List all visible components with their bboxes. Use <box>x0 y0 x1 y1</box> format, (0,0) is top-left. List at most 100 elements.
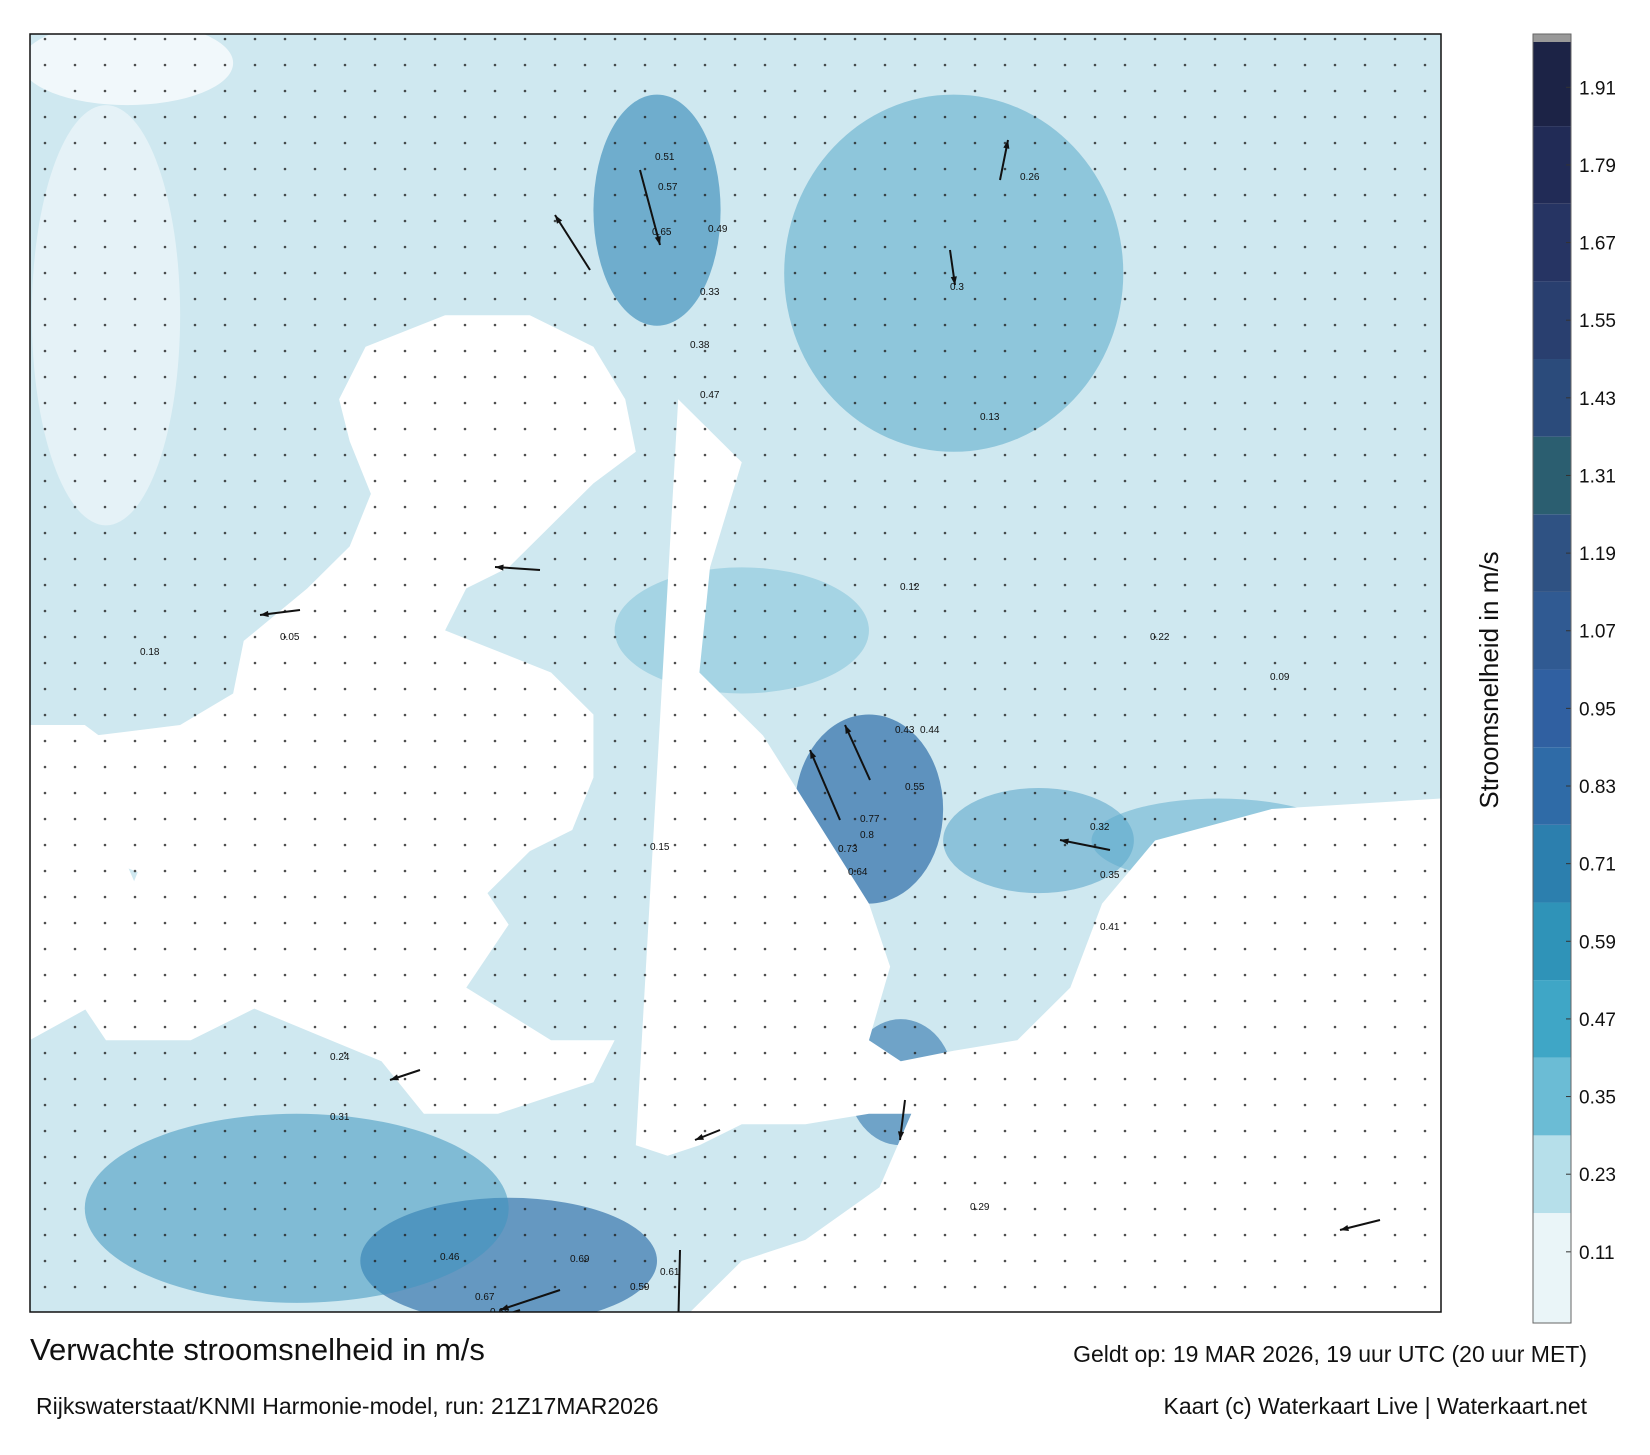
colorbar-band <box>1533 281 1571 360</box>
current-arrows <box>259 139 1381 1335</box>
colorbar: 0.11 0.23 0.35 0.47 0.59 0.71 0.83 0.95 1.07 1.19… <box>1532 33 1616 1324</box>
speed-label: 0.49 <box>708 224 728 235</box>
speed-label: 0.09 <box>1270 672 1290 683</box>
arrow-head <box>654 236 661 245</box>
speed-label: 0.77 <box>860 814 880 825</box>
current-arrow <box>1059 839 1111 851</box>
current-grid <box>30 34 1441 1312</box>
speed-label: 0.32 <box>1090 822 1110 833</box>
colorbar-band <box>1533 436 1571 515</box>
speed-label: 0.31 <box>330 1112 350 1123</box>
speed-label: 0.43 <box>895 725 915 736</box>
speed-label: 0.65 <box>652 227 672 238</box>
speed-label: 0.12 <box>900 582 920 593</box>
speed-label: 0.55 <box>905 782 925 793</box>
credit: Kaart (c) Waterkaart Live | Waterkaart.n… <box>1163 1393 1587 1419</box>
arrow-head <box>897 1131 905 1140</box>
colorbar-band <box>1533 1135 1571 1214</box>
speed-label: 0.38 <box>690 340 710 351</box>
colorbar-band <box>1533 42 1571 127</box>
arrow-head <box>675 1326 681 1335</box>
speed-label: 0.05 <box>280 632 300 643</box>
speed-label: 0.73 <box>838 844 858 855</box>
speed-label: 0.59 <box>630 1282 650 1293</box>
arrow-head <box>845 725 852 734</box>
colorbar-frame <box>1532 33 1572 1324</box>
speed-label: 0.3 <box>950 282 964 293</box>
speed-label: 0.15 <box>650 842 670 853</box>
speed-label: 0.67 <box>475 1292 495 1303</box>
valid-time: Geldt op: 19 MAR 2026, 19 uur UTC (20 uu… <box>1073 1341 1587 1367</box>
speed-label: 0.51 <box>655 152 675 163</box>
speed-label: 0.22 <box>1150 632 1170 643</box>
current-arrow <box>809 749 841 821</box>
colorbar-tick-label: 1.19 <box>1579 544 1616 565</box>
colorbar-tick-label: 0.47 <box>1579 1010 1616 1031</box>
colorbar-tick-label: 0.71 <box>1579 855 1616 876</box>
speed-label: 0.64 <box>848 867 868 878</box>
speed-label: 0.47 <box>700 390 720 401</box>
arrow-head <box>810 750 817 759</box>
speed-label: 0.26 <box>1020 172 1040 183</box>
colorbar-tick-label: 0.59 <box>1579 932 1616 953</box>
speed-label: 0.68 <box>490 1307 510 1318</box>
current-arrow <box>677 1249 681 1312</box>
speed-label: 0.41 <box>1100 922 1120 933</box>
arrow-head <box>1340 1224 1349 1231</box>
colorbar-band <box>1533 126 1571 204</box>
current-arrow <box>639 169 661 246</box>
colorbar-band <box>1533 203 1571 282</box>
arrow-head <box>495 564 504 571</box>
speed-labels: 0.57 0.65 0.51 0.49 0.47 0.38 0.33 0.3 0.26 0.77 0… <box>140 152 1290 1318</box>
speed-label: 0.8 <box>860 830 874 841</box>
map-frame <box>29 33 1442 1313</box>
colorbar-tick-label: 0.11 <box>1579 1243 1615 1264</box>
speed-label: 0.46 <box>440 1252 460 1263</box>
colorbar-band <box>1533 591 1571 670</box>
speed-label: 0.61 <box>660 1267 680 1278</box>
colorbar-tick-label: 1.43 <box>1579 389 1616 410</box>
speed-label: 0.69 <box>570 1254 590 1265</box>
colorbar-tick-label: 0.35 <box>1579 1088 1616 1109</box>
arrow-head <box>950 276 957 285</box>
speed-label: 0.13 <box>980 412 1000 423</box>
colorbar-band <box>1533 669 1571 748</box>
arrow-head <box>260 610 269 618</box>
arrow-head <box>1060 838 1069 845</box>
colorbar-band <box>1533 514 1571 592</box>
colorbar-tick-label: 1.31 <box>1579 466 1616 487</box>
speed-label: 0.24 <box>330 1052 350 1063</box>
colorbar-band <box>1533 747 1571 825</box>
current-arrow <box>844 724 871 781</box>
current-arrow <box>554 214 591 271</box>
speed-label: 0.44 <box>920 725 940 736</box>
colorbar-tick-label: 0.83 <box>1579 777 1616 798</box>
colorbar-tick-label: 1.55 <box>1579 311 1616 332</box>
current-arrow <box>499 1289 561 1311</box>
arrow-head <box>500 1304 509 1311</box>
colorbar-tick-label: 0.23 <box>1579 1165 1616 1186</box>
arrow-head <box>475 1319 484 1325</box>
speed-label: 0.33 <box>700 287 720 298</box>
title: Verwachte stroomsnelheid in m/s <box>30 1332 485 1367</box>
colorbar-label: Stroomsnelheid in m/s <box>1474 551 1504 808</box>
arrow-head <box>390 1074 399 1081</box>
colorbar-band <box>1533 359 1571 437</box>
colorbar-tick-label: 1.91 <box>1579 78 1616 99</box>
subtitle: Rijkswaterstaat/KNMI Harmonie-model, run… <box>36 1393 659 1419</box>
arrow-head <box>1003 140 1010 149</box>
colorbar-tick-label: 1.79 <box>1579 156 1616 177</box>
speed-label: 0.57 <box>658 182 678 193</box>
colorbar-band <box>1533 1213 1571 1323</box>
colorbar-tick-label: 1.07 <box>1579 622 1616 643</box>
arrow-head <box>555 215 563 224</box>
colorbar-tick-label: 1.67 <box>1579 234 1616 255</box>
colorbar-band <box>1533 824 1571 903</box>
map: 0.57 0.65 0.51 0.49 0.47 0.38 0.33 0.3 0.26 0.77 0… <box>30 34 1441 1335</box>
colorbar-band <box>1533 902 1571 981</box>
colorbar-cap <box>1533 34 1571 42</box>
speed-label: 0.18 <box>140 647 160 658</box>
speed-label: 0.29 <box>970 1202 990 1213</box>
colorbar-band <box>1533 980 1571 1058</box>
